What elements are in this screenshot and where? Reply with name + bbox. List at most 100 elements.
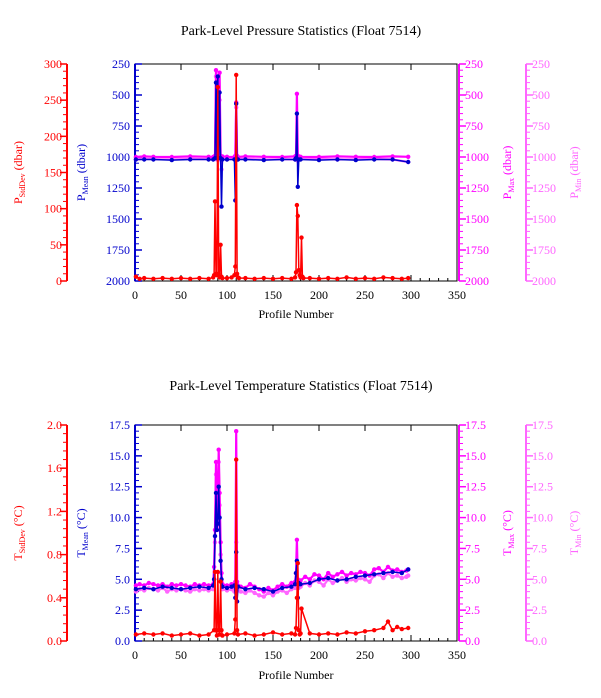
series-1 [133,72,411,281]
data-point [406,567,411,572]
data-point [372,628,377,633]
data-point [234,457,239,462]
data-point [197,633,202,638]
data-point [206,157,211,162]
data-point [399,626,404,632]
series-2 [133,74,411,209]
data-point [216,271,221,276]
data-point [289,631,294,636]
data-point [295,561,300,566]
y-tick-label: 2.5 [465,603,480,617]
y-tick-label: 0 [56,274,62,288]
data-point [362,573,368,578]
data-point [316,632,322,637]
data-point [406,154,411,159]
y-tick-label: 100 [44,202,62,216]
data-point [188,585,193,591]
y-axis-label-sub: StdDev [18,173,27,197]
x-tick-label: 0 [132,648,138,662]
data-point [192,582,197,587]
data-point [178,632,184,637]
data-point [169,276,174,281]
data-point [390,574,395,579]
chart-panel-2: Park-Level Temperature Statistics (Float… [11,379,583,682]
data-point [219,628,224,633]
data-point [385,564,391,570]
data-point [243,590,248,596]
y-tick-label: 7.5 [465,541,480,555]
data-point [137,276,142,281]
data-point [257,593,262,598]
data-point [188,631,193,636]
y-tick-label: 17.5 [532,418,553,432]
data-point [188,276,193,281]
data-point [316,577,322,582]
data-point [335,632,340,637]
y-axis-label: PMean (dbar) [74,144,90,201]
data-point [169,633,174,638]
data-point [292,275,298,280]
data-point [326,575,331,581]
data-point [266,585,271,591]
data-point [243,631,248,636]
y-tick-label: 17.5 [465,418,486,432]
data-point [261,275,266,281]
data-point [212,533,218,539]
y-tick-label: 15.0 [109,449,130,463]
data-point [270,593,276,598]
x-tick-label: 150 [264,288,282,302]
data-point [252,276,257,281]
data-point [399,575,404,581]
data-point [224,632,230,637]
data-point [296,267,301,273]
data-point [381,625,386,631]
data-point [367,579,372,584]
data-point [160,631,165,636]
data-point [243,157,248,162]
data-point [224,585,230,591]
y-axis-3: 250 500 750 1000 1250 1500 1750 2000 PMax (dbar) [458,57,516,288]
data-point [217,70,222,75]
data-point [169,157,174,163]
data-point [233,617,238,622]
data-point [206,585,211,591]
x-tick-label: 250 [356,648,374,662]
data-point [224,275,230,281]
y-tick-label: 750 [465,119,483,133]
data-point [215,74,220,79]
data-point [292,632,298,637]
data-point [142,157,147,162]
data-point [280,582,285,587]
y-tick-label: 2000 [106,274,130,288]
data-point [312,572,317,577]
data-point [307,631,312,636]
data-point [142,585,147,591]
data-point [270,630,276,635]
data-point [151,632,156,637]
y-axis-label-main: P [11,197,25,204]
y-tick-label: 1500 [532,212,556,226]
data-point [213,68,219,73]
data-point [381,275,386,280]
data-point [151,276,156,281]
y-tick-label: 0.4 [47,591,62,605]
data-point [169,585,174,591]
data-point [353,276,358,281]
data-point [197,584,202,589]
x-tick-label: 150 [264,648,282,662]
data-point [294,91,300,97]
y-tick-label: 1000 [465,150,489,164]
data-point [307,577,312,582]
y-tick-label: 2.0 [47,418,62,432]
data-point [395,573,400,578]
data-point [165,589,170,594]
data-point [169,582,174,587]
series-3 [133,68,411,160]
y-tick-label: 10.0 [532,511,553,525]
y-axis-label-main: P [567,192,581,199]
data-point [220,157,225,162]
y-tick-label: 5.0 [465,572,480,586]
y-tick-label: 0.0 [532,634,547,648]
data-point [335,154,340,159]
data-point [151,587,156,592]
